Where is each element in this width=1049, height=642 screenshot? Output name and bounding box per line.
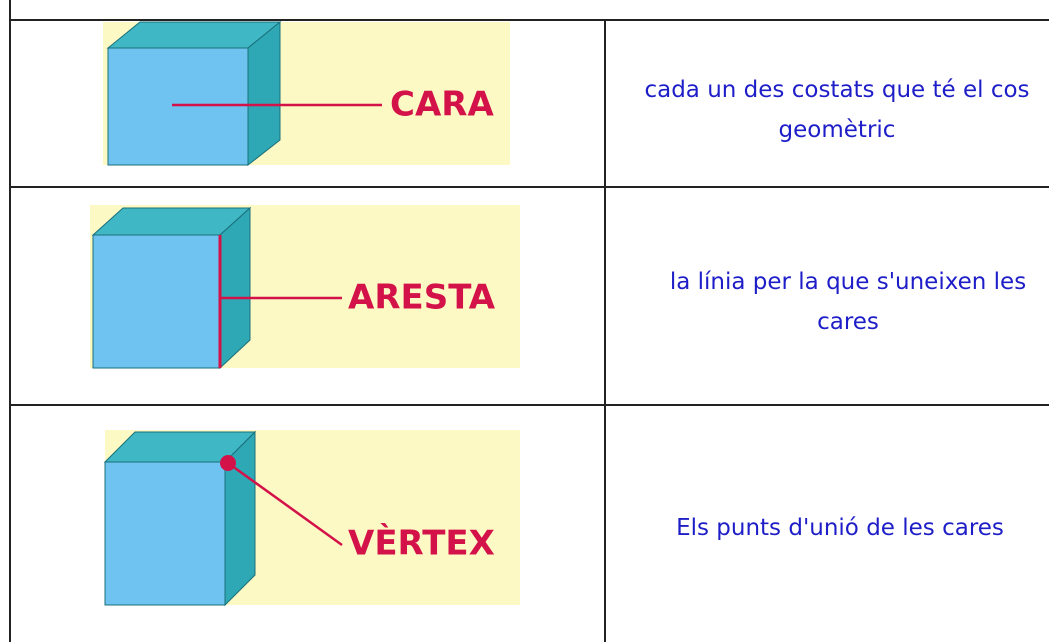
cube-front	[92, 234, 221, 369]
cube-front	[104, 461, 226, 606]
vertex-dot	[220, 455, 236, 471]
definition: Els punts d'unió de les cares	[676, 515, 1004, 541]
definition: la línia per la que s'uneixen les cares	[669, 269, 1027, 335]
term-label: CARA	[390, 85, 494, 125]
cara-illustration	[103, 20, 510, 167]
cube-front	[107, 47, 249, 166]
term-label: ARESTA	[348, 278, 496, 318]
table-grid	[9, 0, 1049, 642]
definition: cada un des costats que té el cos geomèt…	[644, 77, 1030, 143]
term-label: VÈRTEX	[348, 523, 495, 564]
aresta-illustration	[90, 205, 520, 370]
pointer-line	[227, 461, 343, 547]
cube-side	[219, 206, 251, 370]
vertex-illustration	[103, 430, 520, 607]
